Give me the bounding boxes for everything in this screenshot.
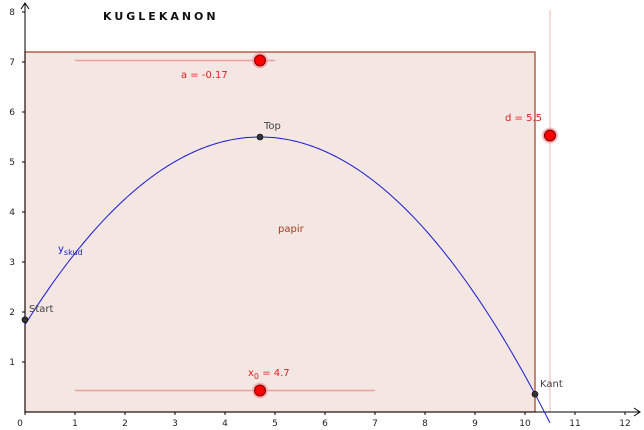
slider-a-handle[interactable] <box>252 52 268 69</box>
x-axis-arrow-icon <box>633 407 641 417</box>
slider-d-handle[interactable] <box>542 127 558 144</box>
x-tick-label: 8 <box>422 419 428 429</box>
curve-label-sub: skud <box>64 248 83 257</box>
x-tick-label: 12 <box>619 419 630 429</box>
x-tick-label: 6 <box>322 419 328 429</box>
y-tick-label: 7 <box>9 58 15 68</box>
slider-a-label: a = -0.17 <box>181 70 228 81</box>
x-tick-label: 9 <box>472 419 478 429</box>
paper-label: papir <box>278 224 305 235</box>
slider-x0-handle[interactable] <box>252 382 268 399</box>
slider-d-label: d = 5.5 <box>505 113 542 124</box>
points-layer: Start Top Kant <box>21 121 563 398</box>
slider-x0-label-rest: = 4.7 <box>259 368 290 379</box>
y-axis-arrow-icon <box>20 2 30 10</box>
x-tick-label: 5 <box>272 419 278 429</box>
y-tick-label: 6 <box>9 108 15 118</box>
point-start[interactable] <box>21 316 29 324</box>
handle-dot[interactable] <box>254 384 266 397</box>
slider-x0-label-main: x <box>248 368 254 379</box>
y-tick-label: 2 <box>9 308 15 318</box>
x-tick-label: 4 <box>222 419 228 429</box>
y-tick-label: 1 <box>9 358 15 368</box>
point-top[interactable] <box>256 133 264 141</box>
point-kant[interactable] <box>531 390 539 398</box>
paper-rectangle <box>24 51 536 413</box>
slider-x0-label: x0 = 4.7 <box>248 368 290 381</box>
point-label-kant: Kant <box>540 379 563 390</box>
handle-dot[interactable] <box>544 129 556 142</box>
handle-dot[interactable] <box>254 54 266 67</box>
x-tick-label: 10 <box>519 419 531 429</box>
curve-label: yskud <box>58 244 83 257</box>
point-label-top: Top <box>263 121 281 132</box>
y-tick-label: 8 <box>9 8 15 18</box>
app-title: KUGLEKANON <box>103 10 219 23</box>
point-label-start: Start <box>29 304 54 315</box>
y-tick-label: 5 <box>9 158 15 168</box>
x-tick-label: 0 <box>17 419 23 429</box>
y-tick-label: 4 <box>9 208 15 218</box>
curve-label-main: y <box>58 244 64 255</box>
y-tick-label: 3 <box>9 258 15 268</box>
x-tick-label: 2 <box>122 419 128 429</box>
x-tick-label: 1 <box>72 419 78 429</box>
x-tick-label: 3 <box>172 419 178 429</box>
parabola-curve[interactable] <box>24 136 551 424</box>
slider-x0-label-sub: 0 <box>254 372 259 381</box>
x-tick-label: 7 <box>372 419 378 429</box>
x-tick-label: 11 <box>569 419 580 429</box>
